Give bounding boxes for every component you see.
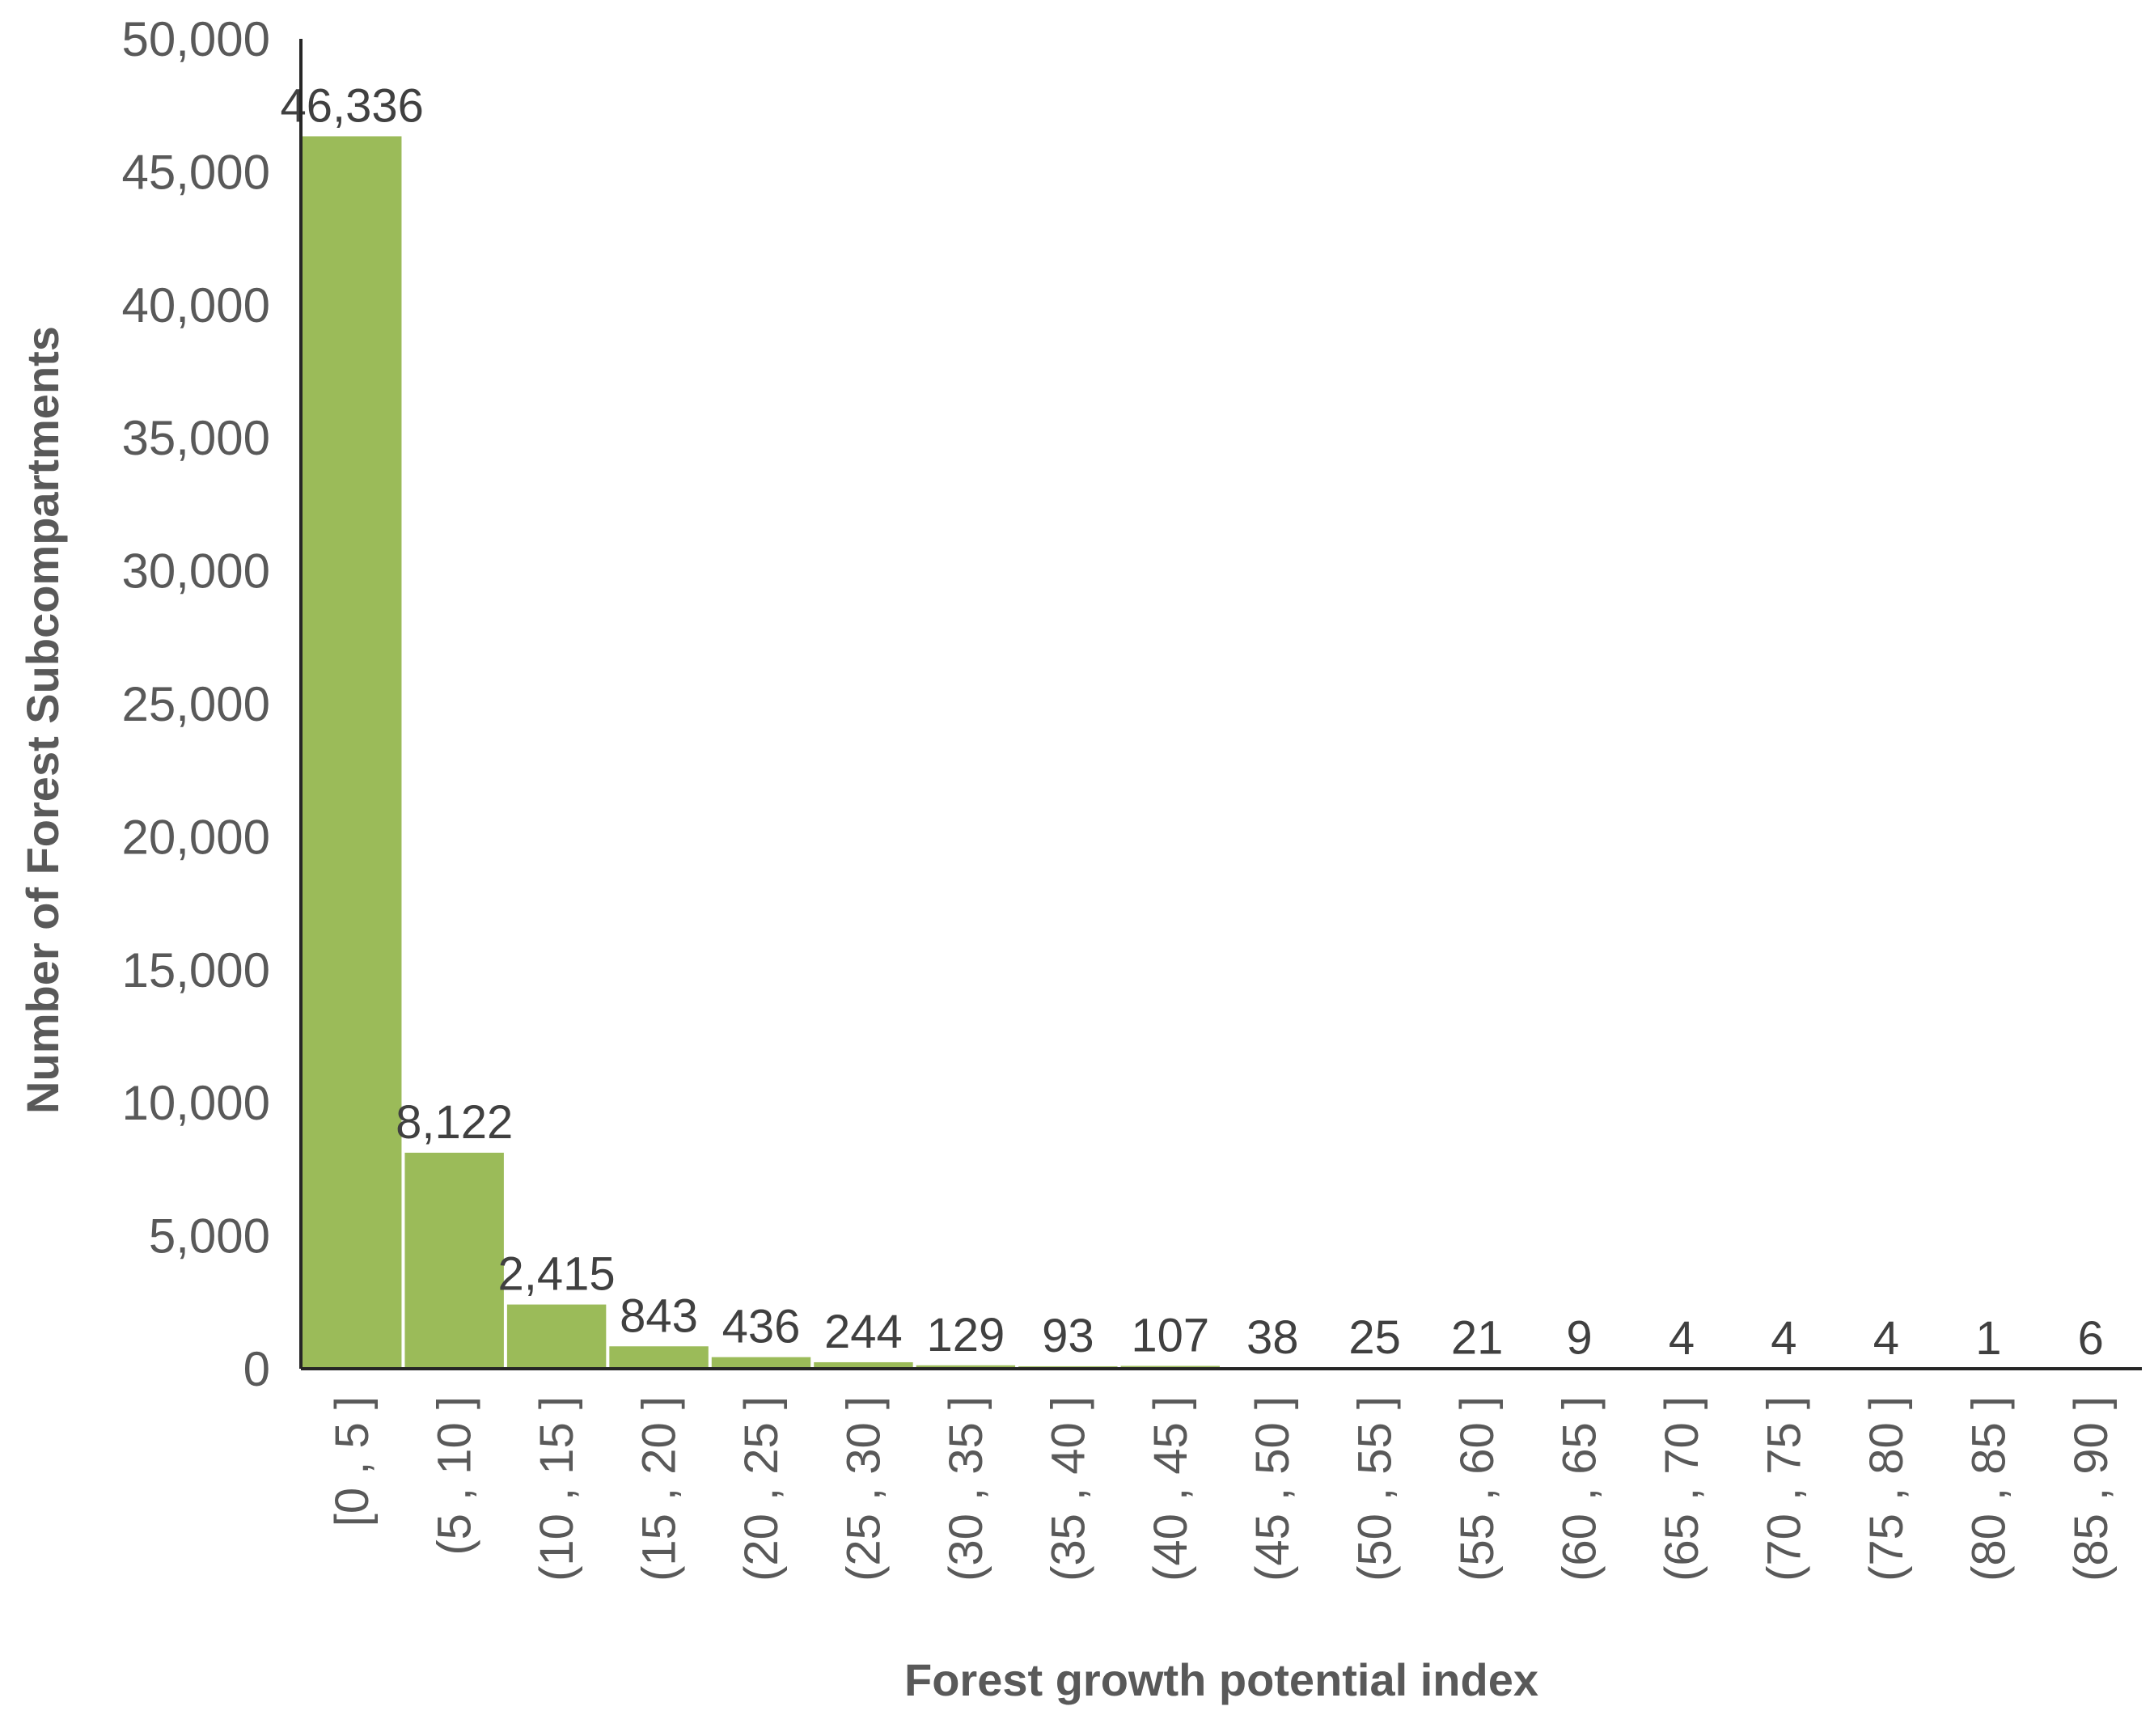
x-tick-label: (80 , 85 ] (1962, 1396, 2015, 1581)
bar-data-label: 93 (1042, 1310, 1094, 1362)
bar-data-label: 843 (620, 1289, 698, 1342)
bar (916, 1365, 1016, 1369)
bar-data-label: 244 (824, 1306, 903, 1358)
bar-data-label: 1 (1975, 1312, 2001, 1365)
x-tick-label: [0 , 5 ] (326, 1396, 379, 1526)
bar (609, 1346, 709, 1369)
y-axis-title: Number of Forest Subcompartments (17, 326, 68, 1114)
x-tick-label: (35 , 40 ] (1042, 1396, 1094, 1581)
x-tick-label: (40 , 45 ] (1145, 1396, 1197, 1581)
y-tick-label: 30,000 (121, 544, 270, 599)
bar-data-label: 107 (1131, 1309, 1209, 1361)
x-tick-label: (60 , 65 ] (1554, 1396, 1606, 1581)
bar-data-label: 8,122 (396, 1096, 513, 1149)
x-tick-label: (5 , 10 ] (429, 1396, 481, 1556)
x-tick-label: (50 , 55 ] (1349, 1396, 1402, 1581)
bar-data-label: 9 (1566, 1312, 1592, 1365)
bar (303, 136, 402, 1370)
x-tick-label: (45 , 50 ] (1246, 1396, 1299, 1581)
bar-data-label: 4 (1669, 1312, 1695, 1365)
bar (711, 1357, 811, 1369)
x-tick-label: (20 , 25 ] (735, 1396, 788, 1581)
x-tick-label: (75 , 80 ] (1860, 1396, 1913, 1581)
bar-data-label: 436 (722, 1301, 801, 1353)
x-axis-title: Forest growth potential index (904, 1654, 1538, 1705)
bar (814, 1361, 913, 1369)
y-tick-label: 10,000 (121, 1076, 270, 1130)
y-tick-label: 15,000 (121, 943, 270, 997)
bars-group (303, 136, 2140, 1370)
y-tick-label: 25,000 (121, 677, 270, 731)
x-tick-label: (25 , 30 ] (837, 1396, 890, 1581)
bar-data-label: 2,415 (498, 1248, 616, 1301)
y-tick-label: 20,000 (121, 810, 270, 864)
bar-data-label: 6 (2078, 1312, 2104, 1365)
x-tick-label: (70 , 75 ] (1758, 1396, 1810, 1581)
x-tick-label: (65 , 70 ] (1656, 1396, 1708, 1581)
y-tick-label: 5,000 (149, 1209, 270, 1264)
y-tick-label: 35,000 (121, 411, 270, 465)
x-tick-label: (15 , 20 ] (633, 1396, 686, 1581)
bar-data-label: 4 (1873, 1312, 1899, 1365)
x-axis-ticks: [0 , 5 ] (5 , 10 ] (10 , 15 ] (15 , 20 ] (20… (326, 1396, 2118, 1581)
y-tick-label: 45,000 (121, 145, 270, 199)
x-tick-label: (10 , 15 ] (531, 1396, 583, 1581)
bar-data-label: 25 (1348, 1311, 1401, 1364)
bar (404, 1152, 504, 1369)
x-tick-label: (30 , 35 ] (940, 1396, 992, 1581)
x-tick-label: (85 , 90 ] (2065, 1396, 2118, 1581)
bar-data-label: 38 (1246, 1311, 1299, 1364)
y-tick-label: 40,000 (121, 278, 270, 332)
bar (506, 1304, 607, 1369)
y-axis-ticks: 0 5,000 10,000 15,000 20,000 25,000 30,000 35,0… (121, 12, 270, 1396)
bar-data-label: 4 (1771, 1312, 1796, 1365)
x-tick-label: (55 , 60 ] (1451, 1396, 1504, 1581)
bar-data-label: 21 (1451, 1311, 1504, 1364)
y-tick-label: 50,000 (121, 12, 270, 66)
bar-data-label: 129 (926, 1309, 1005, 1361)
y-tick-label: 0 (243, 1342, 270, 1396)
bar-data-label: 46,336 (281, 79, 424, 132)
